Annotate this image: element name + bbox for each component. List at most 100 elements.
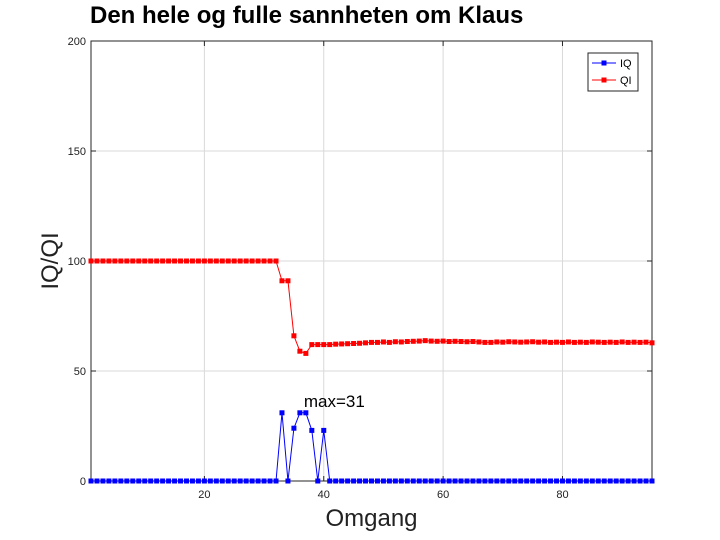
data-point [357, 340, 363, 346]
data-point [189, 478, 195, 484]
data-point [237, 258, 243, 264]
data-point [482, 339, 488, 345]
data-point [327, 342, 333, 348]
data-point [571, 478, 577, 484]
data-point [124, 258, 130, 264]
data-point [285, 278, 291, 284]
data-point [458, 478, 464, 484]
data-point [369, 478, 374, 484]
data-point [494, 339, 500, 345]
x-tick-label: 40 [318, 489, 330, 501]
data-point [404, 339, 410, 345]
data-point [613, 478, 619, 484]
data-point [410, 478, 416, 484]
data-point [536, 339, 542, 345]
data-point [458, 339, 464, 345]
data-point [595, 478, 601, 484]
data-point [559, 339, 565, 345]
data-point [518, 478, 524, 484]
data-point [374, 339, 380, 345]
data-point [392, 339, 398, 345]
data-point [100, 478, 106, 484]
data-point [195, 478, 201, 484]
data-point [488, 478, 494, 484]
data-point [404, 478, 410, 484]
data-point [440, 478, 446, 484]
x-tick-label: 60 [437, 489, 449, 501]
data-point [434, 338, 440, 344]
data-point [649, 340, 655, 346]
data-point [548, 478, 554, 484]
data-point [583, 339, 589, 345]
data-point [536, 478, 542, 484]
data-point [577, 339, 583, 345]
data-point [243, 478, 249, 484]
data-point [637, 478, 643, 484]
data-point [422, 338, 428, 344]
data-point [142, 478, 148, 484]
data-point [255, 478, 261, 484]
data-point [470, 339, 476, 345]
data-point [309, 342, 315, 348]
data-point [172, 478, 178, 484]
data-point [100, 258, 106, 264]
data-point [643, 339, 649, 345]
legend: IQ QI [587, 52, 639, 92]
data-point [613, 339, 619, 345]
data-point [225, 258, 231, 264]
data-point [255, 258, 261, 264]
data-point [476, 339, 482, 345]
data-point [500, 478, 506, 484]
data-point [273, 258, 279, 264]
data-point [345, 341, 351, 347]
series-line-iq [91, 412, 652, 482]
data-point [524, 339, 530, 345]
data-point [339, 341, 345, 347]
data-point [321, 342, 327, 348]
data-point [219, 258, 225, 264]
data-point [172, 258, 178, 264]
data-point [183, 258, 189, 264]
data-point [327, 478, 333, 484]
data-point [637, 339, 643, 345]
data-point [530, 339, 536, 345]
data-point [452, 338, 458, 344]
data-point [554, 478, 560, 484]
data-point [351, 341, 357, 346]
data-point [452, 478, 458, 484]
data-point [273, 478, 279, 484]
data-point [619, 478, 625, 484]
data-point [512, 478, 518, 484]
data-point [476, 478, 482, 484]
data-point [363, 340, 369, 346]
data-point [619, 339, 625, 345]
data-point [189, 258, 195, 264]
data-point [464, 478, 470, 484]
data-point [416, 478, 422, 484]
data-point [631, 478, 637, 484]
legend-label-iq: IQ [620, 58, 632, 70]
data-point [225, 478, 231, 484]
data-point [291, 333, 297, 339]
data-point [118, 478, 124, 484]
data-point [434, 478, 440, 484]
data-point [213, 478, 219, 484]
data-point [166, 478, 172, 484]
data-point [309, 427, 315, 433]
data-point [470, 478, 476, 484]
data-point [339, 478, 345, 484]
series-layer [88, 258, 655, 484]
data-point [249, 478, 255, 484]
data-point [357, 478, 363, 484]
data-point [112, 258, 118, 264]
data-point [392, 478, 398, 484]
data-point [488, 339, 494, 345]
data-point [369, 339, 374, 345]
y-tick-label: 200 [68, 36, 86, 48]
data-point [297, 410, 303, 416]
data-point [607, 478, 613, 484]
y-tick-label: 50 [74, 366, 86, 378]
data-point [530, 478, 536, 484]
data-point [446, 478, 452, 484]
